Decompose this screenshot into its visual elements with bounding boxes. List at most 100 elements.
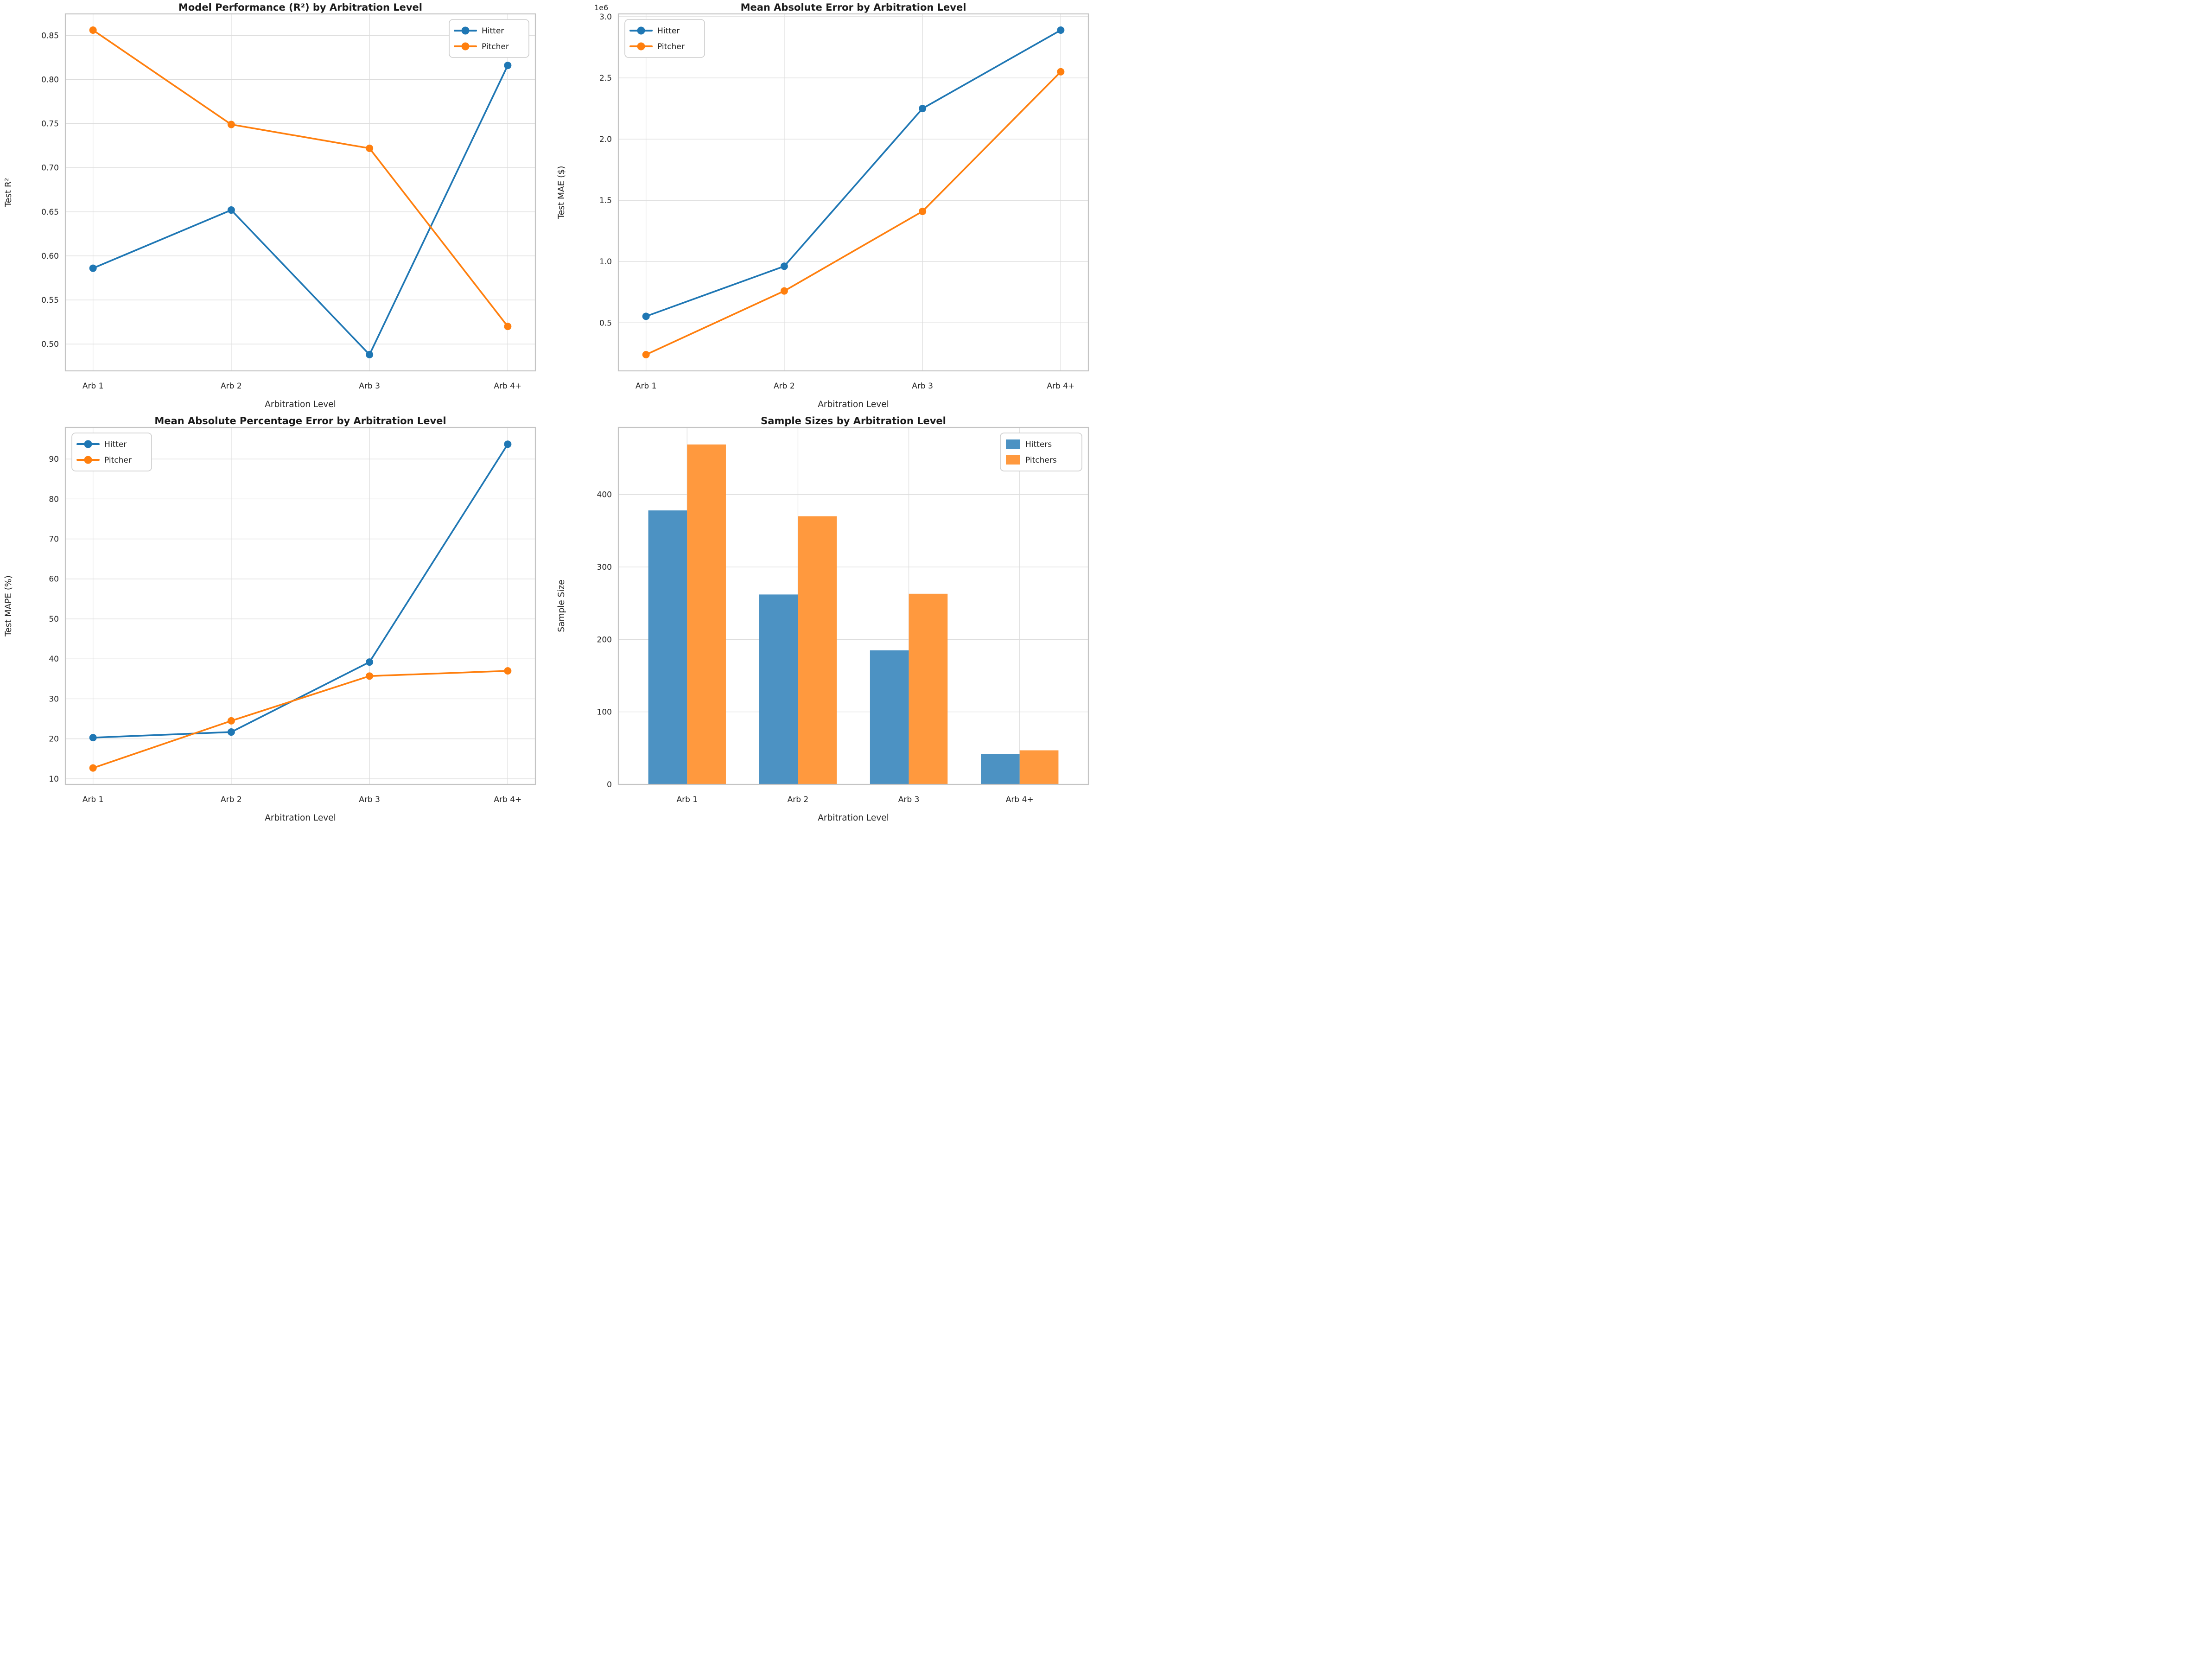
legend-hitter-dot-marker xyxy=(84,440,92,448)
r2-pitcher-point-1 xyxy=(89,26,97,34)
y-tick-label: 300 xyxy=(597,563,612,572)
mae-title: Mean Absolute Error by Arbitration Level xyxy=(741,2,966,13)
mae-hitter-point-2 xyxy=(780,262,788,270)
mae-pitcher-point-3 xyxy=(919,207,927,215)
legend-pitcher-label: Pitcher xyxy=(482,42,509,51)
r2-chart: 0.50 0.55 0.60 0.65 0.70 0.75 0.80 0.85 Arb 1 Arb… xyxy=(0,0,553,414)
samples-hitters-bar-2 xyxy=(759,594,798,784)
x-tick-label: Arb 1 xyxy=(636,382,657,391)
y-tick-label: 30 xyxy=(49,694,59,704)
x-tick-label: Arb 1 xyxy=(676,795,698,804)
y-tick-label: 80 xyxy=(49,495,59,504)
mape-pitcher-line xyxy=(92,670,509,769)
mae-plot-area xyxy=(618,14,1088,371)
samples-xlabel: Arbitration Level xyxy=(818,813,889,823)
mae-hitter-point-1 xyxy=(642,312,650,320)
mae-pitcher-line xyxy=(645,71,1062,356)
x-tick-label: Arb 4+ xyxy=(494,382,521,391)
y-tick-label: 2.5 xyxy=(599,74,612,83)
mape-xlabel: Arbitration Level xyxy=(265,813,336,823)
mape-pitcher-point-1 xyxy=(89,764,97,772)
mae-pitcher-point-4 xyxy=(1057,68,1065,76)
x-tick-label: Arb 3 xyxy=(359,382,380,391)
plot-border xyxy=(64,13,536,372)
r2-hitter-line xyxy=(92,64,509,356)
y-tick-label: 90 xyxy=(49,455,59,464)
legend-hitter-label: Hitter xyxy=(104,440,127,449)
mape-chart: 10 20 30 40 50 60 70 80 90 Arb 1 Arb 2 Arb 3 Arb 4+ A… xyxy=(0,414,553,827)
mae-chart-svg: 0.5 1.0 1.5 2.0 2.5 3.0 Arb 1 Arb 2 Arb 3 Arb 4+ A… xyxy=(557,2,1089,409)
mape-ylabel: Test MAPE (%) xyxy=(4,575,13,637)
x-tick-label: Arb 3 xyxy=(912,382,933,391)
legend: Hitter Pitcher xyxy=(449,19,529,58)
r2-pitcher-line xyxy=(92,29,509,327)
mape-hitter-point-3 xyxy=(366,658,374,666)
r2-pitcher-point-4 xyxy=(504,323,512,331)
y-tick-label: 100 xyxy=(597,708,612,717)
mae-hitter-point-3 xyxy=(919,105,927,113)
mape-pitcher-point-2 xyxy=(227,717,235,725)
plot-border xyxy=(617,426,1089,785)
legend-pitchers-swatch xyxy=(1006,455,1020,465)
mape-chart-svg: 10 20 30 40 50 60 70 80 90 Arb 1 Arb 2 Arb 3 Arb 4+ A… xyxy=(4,415,536,823)
r2-pitcher-point-2 xyxy=(227,121,235,128)
y-tick-label: 0 xyxy=(607,780,612,789)
samples-pitchers-bar-3 xyxy=(909,593,948,784)
y-tick-label: 40 xyxy=(49,655,59,664)
y-tick-label: 3.0 xyxy=(599,13,612,22)
plot-border xyxy=(64,426,536,785)
x-tick-label: Arb 4+ xyxy=(1006,795,1034,804)
legend: Hitter Pitcher xyxy=(71,433,152,471)
legend-hitter-dot-marker xyxy=(637,26,645,35)
legend-hitter-dot-marker xyxy=(461,26,470,35)
mae-hitter-point-4 xyxy=(1057,26,1065,34)
legend-pitcher-label: Pitcher xyxy=(657,42,685,51)
mae-pitcher-point-2 xyxy=(780,287,788,295)
mape-hitter-point-4 xyxy=(504,440,512,448)
r2-hitter-point-2 xyxy=(227,206,235,214)
r2-ylabel: Test R² xyxy=(4,178,13,208)
legend-hitters-swatch xyxy=(1006,439,1020,449)
legend-box xyxy=(71,433,152,471)
y-tick-label: 0.50 xyxy=(41,340,59,349)
x-tick-label: Arb 4+ xyxy=(494,795,521,804)
mae-pitcher-point-1 xyxy=(642,351,650,358)
y-tick-label: 1.5 xyxy=(599,196,612,205)
figure-grid: 0.50 0.55 0.60 0.65 0.70 0.75 0.80 0.85 Arb 1 Arb… xyxy=(0,0,1106,828)
r2-hitter-point-1 xyxy=(89,264,97,272)
samples-pitchers-bar-2 xyxy=(798,516,837,784)
x-tick-label: Arb 2 xyxy=(774,382,795,391)
y-tick-label: 60 xyxy=(49,575,59,584)
x-tick-label: Arb 1 xyxy=(83,795,104,804)
y-tick-label: 200 xyxy=(597,635,612,644)
legend-hitters-label: Hitters xyxy=(1025,440,1052,449)
mape-title: Mean Absolute Percentage Error by Arbitr… xyxy=(154,415,446,426)
y-tick-label: 0.5 xyxy=(599,318,612,328)
samples-chart: 0 100 200 300 400 Arb 1 Arb 2 Arb 3 Arb 4+ Arbitr… xyxy=(553,414,1106,827)
y-tick-label: 0.80 xyxy=(41,75,59,84)
y-tick-label: 0.75 xyxy=(41,120,59,129)
y-tick-label: 20 xyxy=(49,735,59,744)
r2-hitter-point-3 xyxy=(366,351,374,358)
r2-chart-svg: 0.50 0.55 0.60 0.65 0.70 0.75 0.80 0.85 Arb 1 Arb… xyxy=(4,2,536,409)
legend-pitcher-label: Pitcher xyxy=(104,456,132,465)
mae-chart: 0.5 1.0 1.5 2.0 2.5 3.0 Arb 1 Arb 2 Arb 3 Arb 4+ A… xyxy=(553,0,1106,414)
legend: Hitters Pitchers xyxy=(1000,433,1082,471)
x-tick-label: Arb 4+ xyxy=(1047,382,1074,391)
samples-title: Sample Sizes by Arbitration Level xyxy=(761,415,946,426)
plot-border xyxy=(617,13,1089,372)
r2-pitcher-point-3 xyxy=(366,144,374,152)
mae-hitter-line xyxy=(645,29,1062,318)
legend-pitcher-dot-marker xyxy=(461,42,470,51)
y-tick-label: 1.0 xyxy=(599,257,612,267)
y-tick-label: 0.70 xyxy=(41,164,59,173)
mape-pitcher-point-3 xyxy=(366,672,374,680)
x-tick-label: Arb 2 xyxy=(788,795,809,804)
r2-hitter-point-4 xyxy=(504,62,512,70)
mae-ylabel: Test MAE ($) xyxy=(557,166,566,220)
mape-pitcher-point-4 xyxy=(504,667,512,675)
x-tick-label: Arb 2 xyxy=(221,795,242,804)
y-tick-label: 400 xyxy=(597,490,612,500)
y-tick-label: 0.65 xyxy=(41,208,59,217)
legend-pitcher-dot-marker xyxy=(637,42,645,51)
